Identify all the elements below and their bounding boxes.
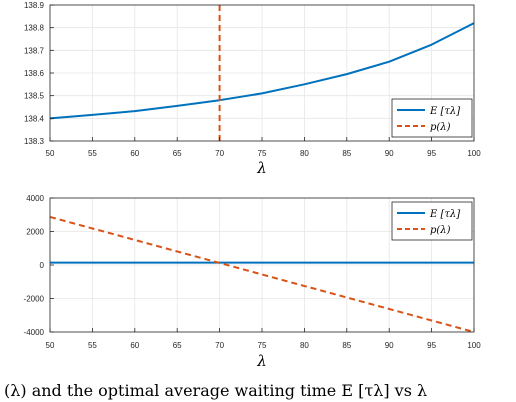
legend-label-1: E [τλ] [429, 209, 460, 220]
x-tick-label: 70 [215, 149, 224, 158]
x-tick-label: 55 [88, 341, 97, 350]
legend-box [391, 98, 473, 138]
x-tick-label: 55 [88, 149, 97, 158]
legend: E [τλ] p(λ) [391, 98, 473, 138]
x-tick-label: 60 [130, 149, 139, 158]
x-tick-label: 75 [258, 341, 267, 350]
y-tick-label: 138.3 [24, 137, 45, 146]
x-tick-label: 65 [173, 341, 182, 350]
y-tick-label: 138.7 [24, 46, 45, 55]
x-axis-label: λ [256, 352, 267, 370]
caption: (λ) and the optimal average waiting time… [4, 381, 427, 400]
legend-label-1: E [τλ] [429, 106, 460, 117]
series-line-2 [49, 215, 475, 333]
x-tick-label: 80 [300, 149, 309, 158]
x-tick-label: 80 [300, 341, 309, 350]
legend: E [τλ] p(λ) [391, 201, 473, 241]
x-tick-label: 85 [342, 149, 351, 158]
y-tick-label: 138.5 [24, 92, 45, 101]
x-tick-label: 50 [46, 341, 55, 350]
x-tick-label: 100 [467, 341, 481, 350]
y-tick-label: -4000 [24, 328, 45, 337]
y-tick-label: 0 [40, 261, 45, 270]
y-tick-label: 138.4 [24, 114, 45, 123]
chart-panel-2: 50 55 60 65 70 75 80 85 90 95 100 -4000 -2000 0 2000 40… [24, 194, 482, 370]
chart-panel-1: 50 55 60 65 70 75 80 85 90 95 100 138.3 138.4 138.5 13… [24, 1, 481, 177]
x-tick-label: 85 [342, 341, 351, 350]
x-tick-label: 95 [427, 341, 436, 350]
y-tick-label: 138.9 [24, 1, 45, 10]
x-tick-label: 95 [427, 149, 436, 158]
y-tick-label: 4000 [26, 194, 44, 203]
y-tick-label: 138.8 [24, 24, 45, 33]
x-tick-label: 65 [173, 149, 182, 158]
legend-box [391, 201, 473, 241]
x-axis-label: λ [256, 159, 267, 177]
x-tick-label: 100 [467, 149, 481, 158]
legend-label-2: p(λ) [430, 225, 451, 236]
x-tick-label: 60 [130, 341, 139, 350]
series-line-1 [49, 22, 475, 120]
y-tick-label: -2000 [24, 295, 45, 304]
x-tick-label: 90 [385, 149, 394, 158]
legend-label-2: p(λ) [430, 122, 451, 133]
x-tick-label: 75 [258, 149, 267, 158]
y-tick-label: 2000 [26, 228, 44, 237]
y-tick-label: 138.6 [24, 69, 45, 78]
x-tick-label: 50 [46, 149, 55, 158]
x-tick-label: 90 [385, 341, 394, 350]
x-tick-label: 70 [215, 341, 224, 350]
